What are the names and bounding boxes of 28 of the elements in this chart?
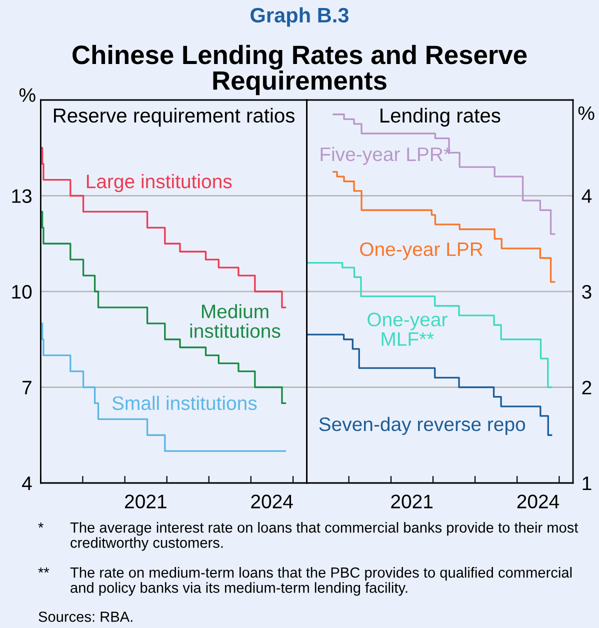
x-tick-label: 2021 (125, 494, 166, 508)
text: * The average interest rate on loans that commercial banks provide to their most creditworthy customers. (38, 522, 578, 551)
series-label: Small institutions (112, 396, 257, 410)
series-label: Medium institutions (190, 304, 280, 338)
y-tick-label: 10 (12, 284, 32, 299)
y-tick-label: 7 (22, 380, 32, 394)
series-label: Large institutions (86, 174, 232, 192)
x-tick-label: 2021 (391, 494, 433, 508)
series-label: Five-year LPR* (320, 146, 451, 165)
source-note: Sources: RBA. (38, 612, 132, 622)
y-tick-label: 3 (582, 284, 592, 299)
y-tick-label: 4 (582, 189, 592, 203)
y-tick-label: 13 (12, 189, 32, 203)
text: ** The rate on medium-term loans that the PBC provides to qualified commercial and policy banks via its medium-term lending facility. (38, 567, 572, 596)
x-tick-label: 2024 (517, 494, 560, 508)
text: Graph B.3 (250, 7, 349, 27)
series-label: One-year MLF** (368, 312, 448, 346)
text: Chinese Lending Rates and Reserve Requirements (72, 44, 527, 96)
y-tick-label: 1 (582, 476, 592, 490)
y-tick-label: 2 (582, 380, 592, 394)
chart-title: Reserve requirement ratios (54, 108, 294, 127)
series-label: Seven-day reverse repo (319, 416, 526, 435)
y-axis-title: % (578, 106, 594, 120)
y-tick-label: 4 (22, 476, 32, 490)
chart-title: Lending rates (380, 108, 500, 127)
x-tick-label: 2024 (251, 494, 293, 508)
y-axis-title: % (19, 88, 36, 102)
series-label: One-year LPR (360, 242, 483, 260)
